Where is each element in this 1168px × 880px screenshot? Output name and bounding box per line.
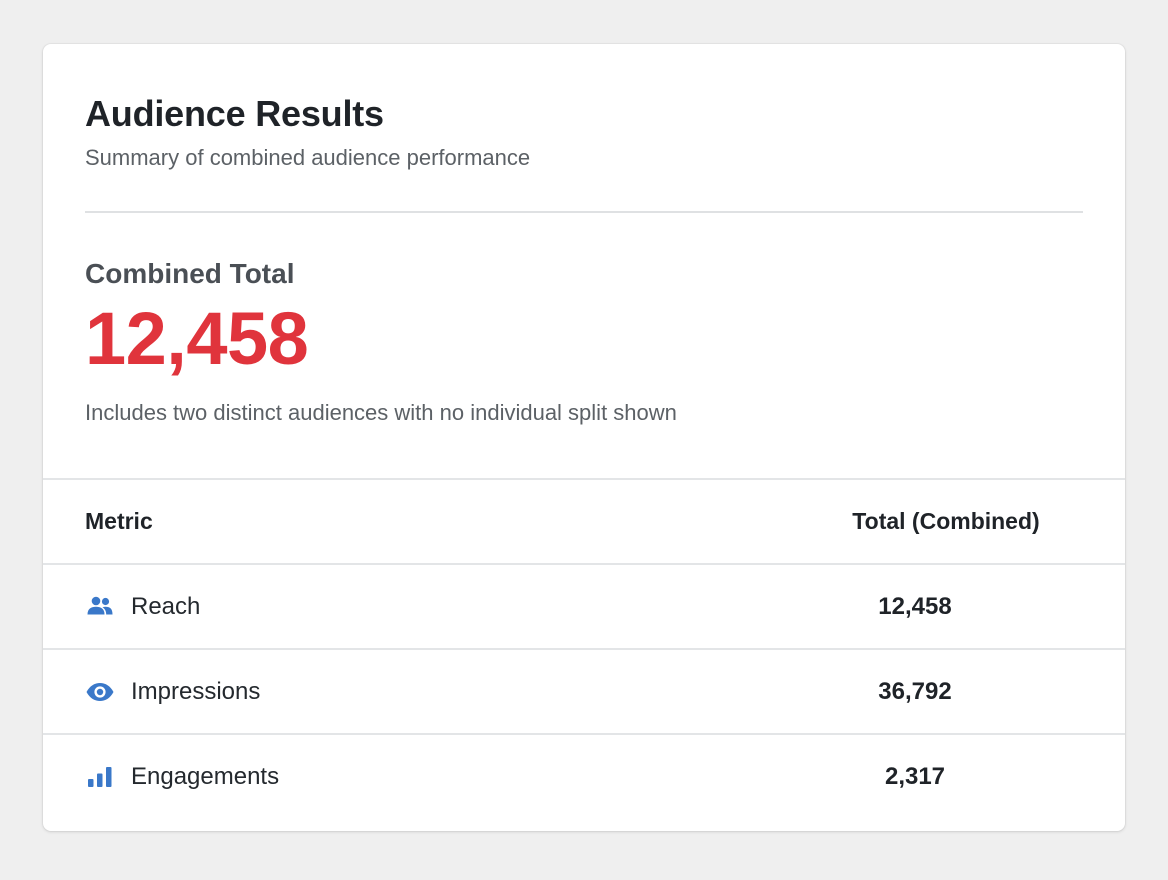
combined-total-label: Combined Total [85,258,295,289]
metric-value-impressions: 36,792 [878,677,952,705]
audience-results-card: Audience Results Summary of combined aud… [43,44,1125,831]
page-subtitle: Summary of combined audience performance [85,145,531,170]
card-header: Audience Results Summary of combined aud… [85,94,1083,172]
eye-icon [85,677,115,707]
metrics-table: Metric Total (Combined) Reach 1 [43,478,1125,818]
table-row-reach: Reach 12,458 [43,563,1125,648]
column-header-metric: Metric [85,508,153,534]
metric-value-reach: 12,458 [878,592,952,620]
metric-value-engagements: 2,317 [884,762,946,790]
combined-total-value: 12,458 [85,297,309,380]
metric-label-engagements: Engagements [131,762,280,790]
combined-total-section: Combined Total 12,458 Includes two disti… [85,257,1083,427]
metric-label-reach: Reach [131,592,201,620]
table-row-engagements: Engagements 2,317 [43,733,1125,818]
column-header-total: Total (Combined) [852,508,1040,534]
bar-chart-icon [85,762,115,792]
combined-total-note: Includes two distinct audiences with no … [85,400,677,425]
header-divider [85,211,1083,213]
metric-label-impressions: Impressions [131,677,261,705]
table-header-row: Metric Total (Combined) [43,478,1125,563]
table-row-impressions: Impressions 36,792 [43,648,1125,733]
people-icon [85,592,115,622]
page-title: Audience Results [85,93,384,134]
